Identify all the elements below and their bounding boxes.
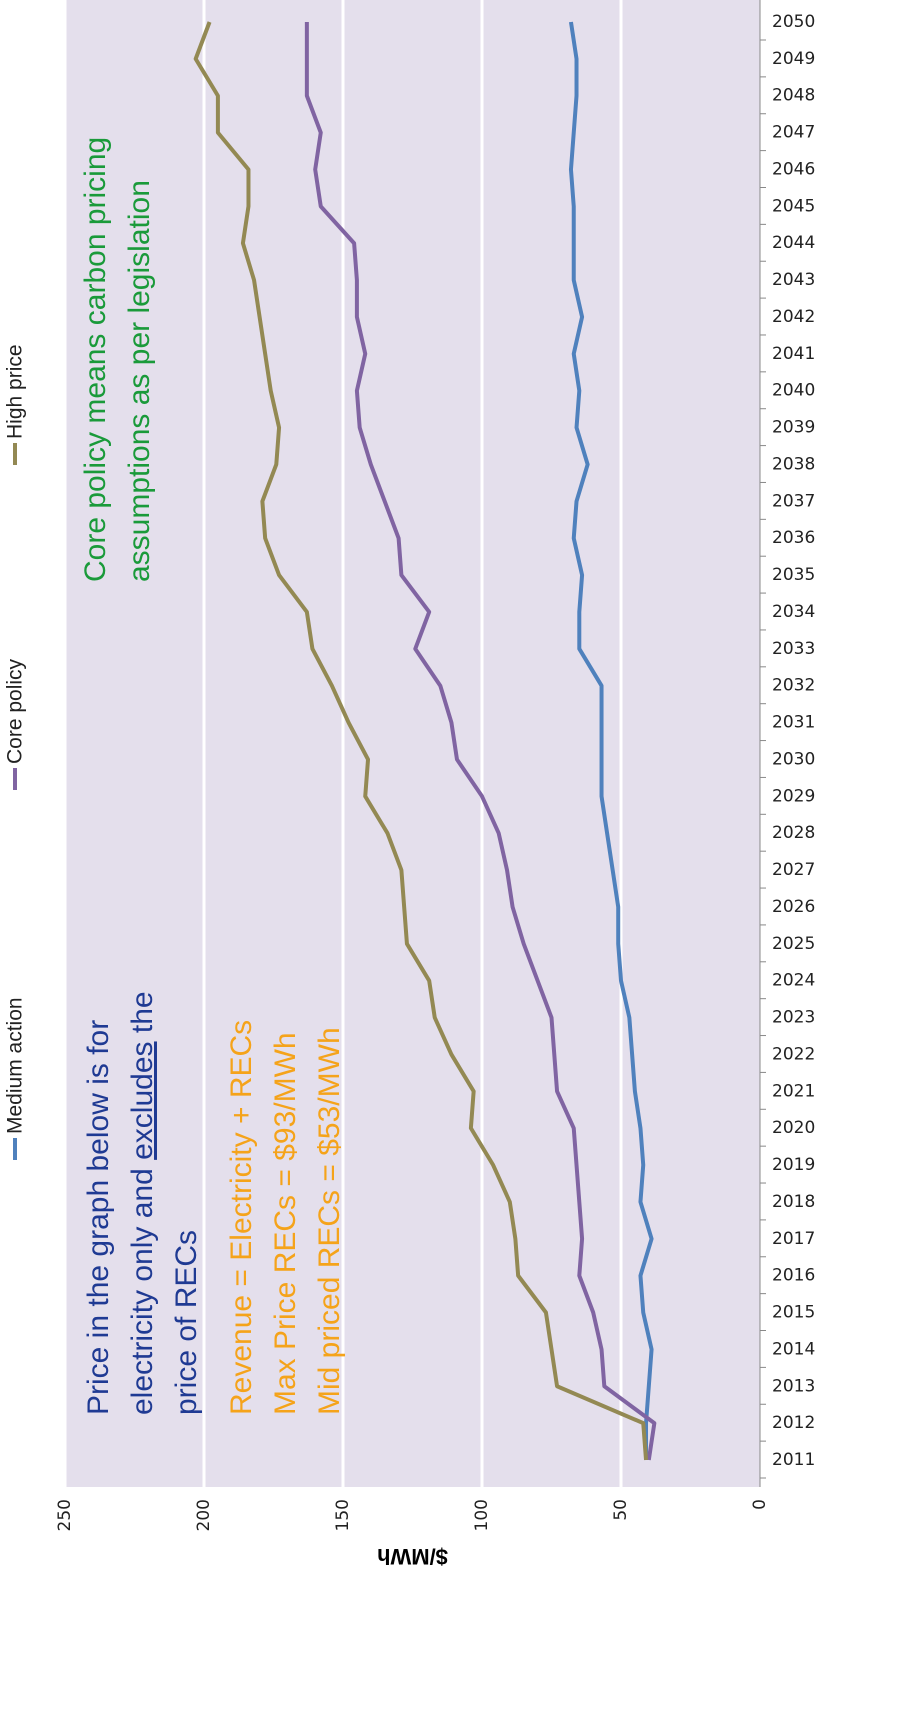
annotation-part: electricity only and xyxy=(126,1160,159,1415)
y-tick-label: 200 xyxy=(194,1499,214,1531)
annotation-part: the xyxy=(126,991,159,1041)
series-line xyxy=(193,21,649,1461)
x-tick-label: 2032 xyxy=(772,676,815,696)
x-tick-label: 2013 xyxy=(772,1376,815,1396)
x-tick-label: 2043 xyxy=(772,270,815,290)
x-tick-label: 2022 xyxy=(772,1044,815,1064)
annotation: Mid priced RECs = $53/MWh xyxy=(313,1027,346,1415)
x-tick-label: 2015 xyxy=(772,1303,815,1323)
y-tick-label: 100 xyxy=(472,1499,492,1531)
x-tick-label: 2021 xyxy=(772,1081,815,1101)
annotation: Max Price RECs = $93/MWh xyxy=(269,1032,302,1415)
x-tick-label: 2035 xyxy=(772,565,815,585)
x-tick-label: 2033 xyxy=(772,639,815,659)
annotation: Revenue = Electricity + RECs xyxy=(225,1020,258,1415)
annotation: electricity only and excludes the xyxy=(126,991,159,1415)
x-tick-label: 2029 xyxy=(772,786,815,806)
annotation: Price in the graph below is for xyxy=(82,1020,115,1415)
x-tick-label: 2016 xyxy=(772,1266,815,1286)
series-line xyxy=(304,22,657,1461)
annotation-part: Max Price RECs = $93/MWh xyxy=(269,1032,302,1415)
x-tick-label: 2038 xyxy=(772,454,815,474)
x-tick-label: 2041 xyxy=(772,344,815,364)
series-line xyxy=(568,21,654,1460)
x-tick-label: 2048 xyxy=(772,86,815,106)
x-tick-label: 2037 xyxy=(772,491,815,511)
x-tick-label: 2049 xyxy=(772,49,815,69)
plot-area xyxy=(65,0,760,1487)
rotated-chart: 0 50 100 150 200 250 2011 2012 2013 2014 2015 2016 2… xyxy=(4,0,815,1569)
legend-label: Medium action xyxy=(4,997,27,1134)
annotation-part: Price in the graph below is for xyxy=(82,1020,115,1415)
annotation-part: assumptions as per legislation xyxy=(123,180,156,582)
x-tick-label: 2018 xyxy=(772,1192,815,1212)
annotation: Core policy means carbon pricing xyxy=(79,137,112,582)
x-tick-label: 2012 xyxy=(772,1413,815,1433)
y-tick-label: 50 xyxy=(611,1499,631,1521)
annotation-part: price of RECs xyxy=(170,1230,203,1415)
annotation: assumptions as per legislation xyxy=(123,180,156,582)
y-axis-title: $/MWh xyxy=(377,1544,448,1569)
x-tick-label: 2020 xyxy=(772,1118,815,1138)
annotation-part: Revenue = Electricity + RECs xyxy=(225,1020,258,1415)
x-tick-label: 2023 xyxy=(772,1008,815,1028)
x-tick-label: 2027 xyxy=(772,860,815,880)
x-tick-label: 2011 xyxy=(772,1450,815,1470)
x-tick-label: 2036 xyxy=(772,528,815,548)
annotation-part: excludes xyxy=(126,1041,159,1159)
x-tick-label: 2025 xyxy=(772,934,815,954)
x-tick-label: 2045 xyxy=(772,196,815,216)
legend-label: High price xyxy=(4,344,27,439)
x-tick-label: 2024 xyxy=(772,971,815,991)
x-tick-label: 2019 xyxy=(772,1155,815,1175)
x-tick-label: 2030 xyxy=(772,749,815,769)
x-tick-label: 2014 xyxy=(772,1339,815,1359)
x-tick-label: 2040 xyxy=(772,381,815,401)
x-tick-label: 2034 xyxy=(772,602,815,622)
x-tick-label: 2044 xyxy=(772,233,815,253)
x-tick-label: 2042 xyxy=(772,307,815,327)
x-tick-label: 2050 xyxy=(772,12,815,32)
annotation: price of RECs xyxy=(170,1230,203,1415)
y-tick-label: 0 xyxy=(750,1499,770,1510)
x-tick-label: 2046 xyxy=(772,159,815,179)
annotation-part: Core policy means carbon pricing xyxy=(79,137,112,582)
y-tick-label: 250 xyxy=(55,1499,75,1531)
x-tick-label: 2028 xyxy=(772,823,815,843)
annotation-part: Mid priced RECs = $53/MWh xyxy=(313,1027,346,1415)
x-tick-label: 2047 xyxy=(772,123,815,143)
x-tick-label: 2017 xyxy=(772,1229,815,1249)
x-tick-label: 2026 xyxy=(772,897,815,917)
legend-label: Core policy xyxy=(4,658,27,764)
x-tick-label: 2039 xyxy=(772,418,815,438)
x-tick-label: 2031 xyxy=(772,713,815,733)
y-tick-label: 150 xyxy=(333,1499,353,1531)
